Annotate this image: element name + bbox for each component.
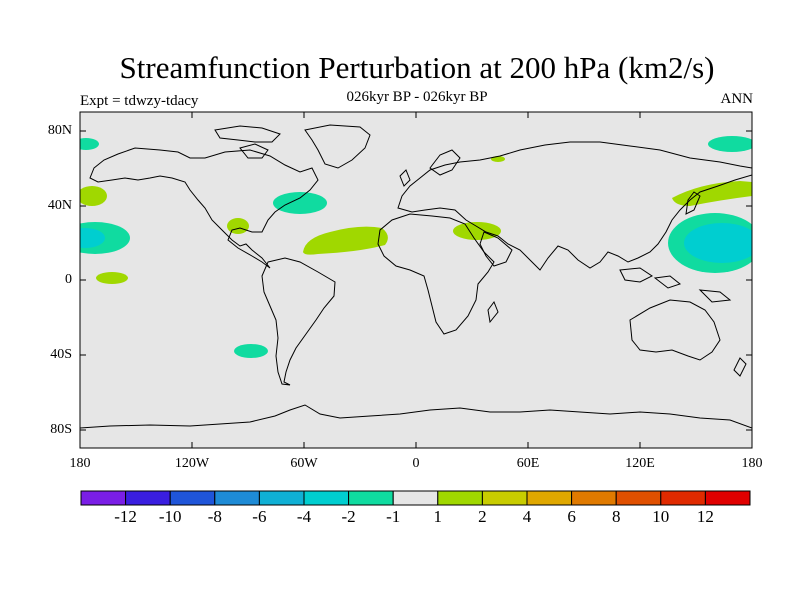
colorbar-label: -6 xyxy=(252,507,267,526)
coast-hudson-bay xyxy=(239,143,269,159)
colorbar-label: 1 xyxy=(433,507,443,526)
colorbar-swatch xyxy=(169,490,216,506)
coast-scandinavia xyxy=(429,149,461,176)
colorbar-label: -2 xyxy=(341,507,356,526)
experiment-label: Expt = tdwzy-tdacy xyxy=(80,93,199,109)
coast-australia xyxy=(629,299,721,361)
lon-label-60w: 60W xyxy=(290,456,318,471)
colorbar-label: -8 xyxy=(207,507,222,526)
coast-arctic-islands xyxy=(214,125,281,143)
plot-title: Streamfunction Perturbation at 200 hPa (… xyxy=(119,50,715,85)
colorbar-swatch xyxy=(704,490,751,506)
colorbar-label: -4 xyxy=(296,507,312,526)
colorbar-swatch xyxy=(258,490,305,506)
colorbar-swatch xyxy=(660,490,706,506)
coast-greenland xyxy=(304,124,371,169)
colorbar-swatch xyxy=(437,490,483,506)
colorbar-swatch xyxy=(526,490,573,506)
colorbar-label: -10 xyxy=(158,507,182,526)
coast-arabia xyxy=(479,231,513,267)
coast-japan xyxy=(685,191,701,215)
lon-label-180-west: 180 xyxy=(69,456,91,471)
coast-north-america xyxy=(89,147,319,269)
coast-antarctica xyxy=(80,404,752,429)
lat-label-0: 0 xyxy=(65,272,72,287)
colorbar-label: -1 xyxy=(386,507,401,526)
anomaly-south-pacific xyxy=(234,344,268,358)
lon-label-60e: 60E xyxy=(516,456,540,471)
coast-new-guinea xyxy=(698,289,732,303)
coastlines xyxy=(80,124,752,429)
map-background xyxy=(80,112,752,448)
anomaly-west-pacific-core xyxy=(684,223,752,263)
colorbar-swatch xyxy=(303,490,350,506)
anomaly-middle-east xyxy=(453,222,501,240)
colorbar-swatch xyxy=(481,490,528,506)
anomaly-tropical-pacific xyxy=(96,272,128,284)
anomaly-field xyxy=(80,136,752,358)
anomaly-central-pacific-core xyxy=(80,228,105,248)
colorbar-swatch xyxy=(392,490,439,506)
lon-label-0: 0 xyxy=(412,456,420,471)
coast-africa xyxy=(377,213,495,335)
colorbar-swatch xyxy=(571,490,617,506)
lon-label-180-east: 180 xyxy=(741,456,763,471)
lon-label-120w: 120W xyxy=(174,456,210,471)
colorbar-swatch xyxy=(125,490,171,506)
coast-indonesia xyxy=(619,267,653,283)
colorbar-label: 12 xyxy=(696,507,714,526)
colorbar-label: 2 xyxy=(478,507,487,526)
lat-label-80s: 80S xyxy=(50,422,72,437)
anomaly-north-pacific-band xyxy=(672,181,752,206)
anomaly-central-atlantic xyxy=(303,226,388,255)
colorbar xyxy=(80,490,751,506)
lat-tick-marks xyxy=(80,130,752,431)
coast-borneo xyxy=(653,275,682,289)
lat-label-40n: 40N xyxy=(47,198,72,213)
colorbar-label: 10 xyxy=(652,507,670,526)
colorbar-label: 4 xyxy=(522,507,532,526)
anomaly-arctic-east xyxy=(708,136,752,152)
colorbar-label: -12 xyxy=(114,507,137,526)
colorbar-swatch xyxy=(80,490,127,506)
anomaly-nw-atlantic xyxy=(273,192,327,214)
colorbar-swatch xyxy=(214,490,260,506)
colorbar-label: 6 xyxy=(567,507,576,526)
lon-tick-marks xyxy=(191,112,641,448)
anomaly-arctic-west xyxy=(80,138,99,150)
lon-label-120e: 120E xyxy=(625,456,655,471)
coast-eurasia xyxy=(397,141,752,271)
lat-label-80n: 80N xyxy=(47,123,72,138)
season-label: ANN xyxy=(720,91,754,107)
lat-label-40s: 40S xyxy=(50,347,72,362)
coast-madagascar xyxy=(487,300,499,324)
coast-new-zealand xyxy=(733,357,747,377)
plot-subtitle: 026kyr BP - 026kyr BP xyxy=(346,89,488,105)
coast-british-isles xyxy=(399,169,411,187)
coast-south-america xyxy=(261,257,336,386)
anomaly-gulf-mexico xyxy=(227,218,249,234)
colorbar-swatch xyxy=(348,490,394,506)
anomaly-ne-pacific xyxy=(80,186,107,206)
colorbar-swatch xyxy=(615,490,662,506)
colorbar-label: 8 xyxy=(611,507,621,526)
